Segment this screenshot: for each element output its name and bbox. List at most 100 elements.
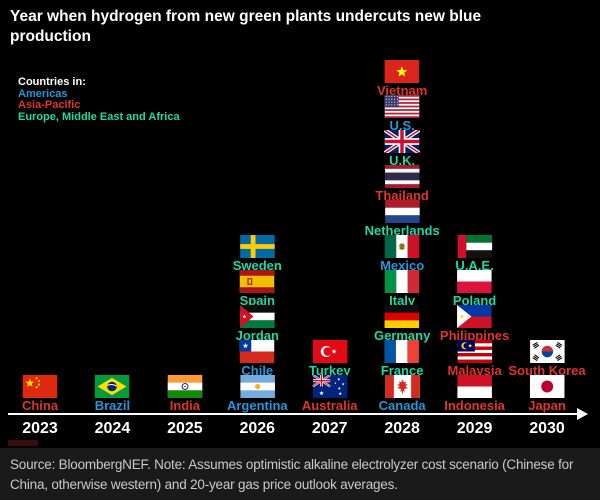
country-label-mexico: Mexico [380,258,425,273]
source-note: Source: BloombergNEF. Note: Assumes opti… [0,448,600,500]
country-label-japan: Japan [528,398,566,413]
country-cell-spain: Spain [239,270,275,308]
country-label-france: France [380,363,424,378]
country-label-sweden: Sweden [232,258,282,273]
country-cell-uae: U.A.E. [455,235,494,273]
country-label-philippines: Philippines [439,328,510,343]
country-cell-germany: Germany [374,305,430,343]
italy-flag-icon [384,270,420,293]
country-cell-thailand: Thailand [375,165,429,203]
chile-flag-icon [239,340,275,363]
uae-flag-icon [455,235,493,258]
year-tick-2028: 2028 [384,420,420,437]
year-tick-2029: 2029 [456,420,493,437]
country-label-argentina: Argentina [226,398,288,413]
legend-item-2: Europe, Middle East and Africa [18,111,180,124]
year-tick-2026: 2026 [239,420,276,437]
legend: Countries in: Americas Asia-Pacific Europe… [18,76,180,124]
country-cell-malaysia: Malaysia [447,340,502,378]
country-label-canada: Canada [378,398,426,413]
country-label-china: China [21,398,59,413]
legend-items: Americas Asia-Pacific Europe, Middle East … [18,87,180,124]
france-flag-icon [381,340,424,363]
country-label-vietnam: Vietnam [376,83,428,98]
country-cell-netherlands: Netherlands [365,200,440,238]
china-flag-icon [22,375,58,398]
year-tick-2023: 2023 [22,420,58,437]
canada-flag-icon [379,375,426,398]
country-cell-japan: Japan [528,375,566,413]
country-label-spain: Spain [239,293,275,308]
country-cell-turkey: Turkey [309,340,351,378]
country-cell-jordan: Jordan [236,305,279,343]
country-label-brazil: Brazil [94,398,131,413]
country-cell-italy: Italy [384,270,420,308]
germany-flag-icon [374,305,430,328]
country-cell-southkorea: South Korea [508,340,586,378]
sweden-flag-icon [233,235,282,258]
country-label-turkey: Turkey [308,363,351,378]
japan-flag-icon [528,375,566,398]
year-tick-2027: 2027 [311,420,348,437]
country-cell-sweden: Sweden [233,235,282,273]
x-axis-line [8,413,578,415]
year-tick-2030: 2030 [529,420,565,437]
x-axis-arrow-icon [577,408,588,420]
country-label-us: U.S. [389,118,415,133]
country-label-chile: Chile [241,363,274,378]
jordan-flag-icon [236,305,279,328]
poland-flag-icon [453,270,496,293]
country-label-poland: Poland [452,293,497,308]
philippines-flag-icon [440,305,509,328]
country-label-southkorea: South Korea [508,363,586,378]
country-cell-mexico: Mexico [380,235,424,273]
brazil-flag-icon [94,375,130,398]
country-cell-canada: Canada [379,375,426,413]
country-label-netherlands: Netherlands [364,223,440,238]
country-cell-china: China [22,375,58,413]
india-flag-icon [167,375,203,398]
country-cell-argentina: Argentina [227,375,288,413]
australia-flag-icon [302,375,358,398]
country-label-jordan: Jordan [235,328,279,343]
uk-flag-icon [384,130,421,153]
country-cell-us: U.S. [384,95,420,133]
argentina-flag-icon [227,375,288,398]
legend-heading: Countries in: [18,76,86,88]
year-tick-2025: 2025 [167,420,203,437]
country-cell-india: India [167,375,203,413]
country-cell-vietnam: Vietnam [377,60,427,98]
spain-flag-icon [239,270,275,293]
country-cell-australia: Australia [302,375,358,413]
malaysia-flag-icon [447,340,501,363]
indonesia-flag-icon [444,375,505,398]
netherlands-flag-icon [365,200,440,223]
southkorea-flag-icon [508,340,585,363]
country-label-uk: U.K. [389,153,416,168]
country-cell-indonesia: Indonesia [444,375,505,413]
country-label-india: India [169,398,201,413]
legend-item-1: Asia-Pacific [18,99,81,112]
vietnam-flag-icon [377,60,427,83]
country-label-germany: Germany [373,328,431,343]
country-cell-philippines: Philippines [440,305,509,343]
legend-item-0: Americas [18,87,68,100]
country-cell-france: France [380,340,424,378]
country-label-australia: Australia [301,398,358,413]
country-cell-uk: U.K. [384,130,421,168]
country-cell-poland: Poland [453,270,496,308]
mexico-flag-icon [380,235,424,258]
country-label-indonesia: Indonesia [444,398,505,413]
turkey-flag-icon [309,340,351,363]
country-label-thailand: Thailand [375,188,429,203]
country-label-malaysia: Malaysia [447,363,502,378]
country-cell-chile: Chile [239,340,275,378]
flag-timeline-chart: China 2023 Brazil 2024 India 2025 Sweden Spain J… [22,60,586,437]
us-flag-icon [384,95,420,118]
country-cell-brazil: Brazil [94,375,130,413]
country-label-uae: U.A.E. [455,258,494,273]
thailand-flag-icon [375,165,428,188]
footer-accent-mark [8,440,38,446]
country-label-italy: Italy [389,293,416,308]
